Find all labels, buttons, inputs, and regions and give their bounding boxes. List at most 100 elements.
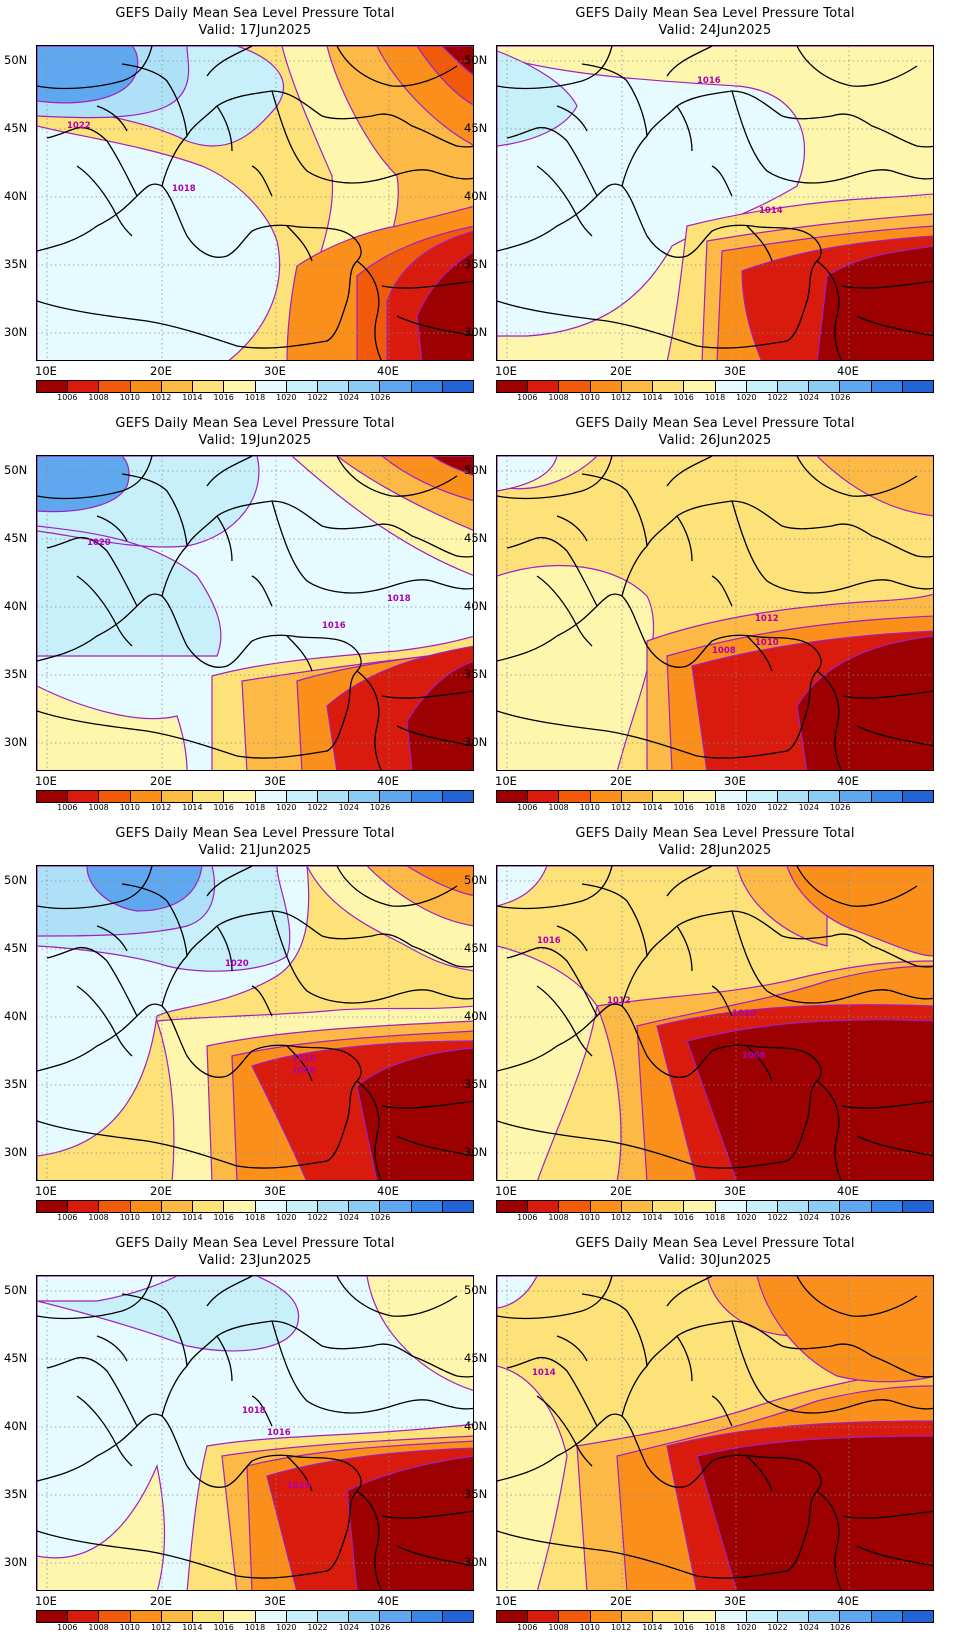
- colorbar-label: 1010: [579, 393, 601, 402]
- colorbar-swatch: [746, 1611, 778, 1622]
- colorbar-swatch: [37, 1201, 69, 1212]
- isobar-label: 1012: [607, 996, 631, 1006]
- isobar-label: 1010: [755, 638, 779, 648]
- coastline: [37, 456, 153, 500]
- colorbar-label: 1020: [736, 1213, 757, 1222]
- valid-date: Valid: 30Jun2025: [658, 1253, 772, 1268]
- coastline: [76, 575, 133, 647]
- coastline: [497, 1490, 818, 1579]
- coastline: [206, 866, 253, 897]
- colorbar-label: 1010: [579, 803, 601, 812]
- colorbar-swatch: [317, 791, 350, 802]
- colorbar-swatch: [130, 381, 162, 392]
- pressure-band: [696, 1435, 933, 1590]
- map-canvas: [37, 46, 473, 360]
- coastline: [381, 690, 473, 699]
- coastline: [396, 725, 473, 747]
- coastline: [746, 635, 773, 672]
- latitude-label: 50N: [464, 1283, 488, 1297]
- colorbar-swatch: [621, 1201, 654, 1212]
- coastline: [381, 1100, 473, 1109]
- colorbar-swatch: [224, 1201, 256, 1212]
- coastline: [666, 456, 713, 487]
- colorbar-label: 1020: [276, 393, 297, 402]
- coastline: [96, 925, 128, 952]
- isobar-label: 1014: [759, 206, 783, 216]
- valid-date: Valid: 21Jun2025: [198, 843, 312, 858]
- colorbar-label: 1024: [798, 1213, 820, 1222]
- colorbar: [496, 790, 934, 803]
- colorbar-label: 1022: [767, 1213, 788, 1222]
- colorbar-label: 1024: [338, 1213, 360, 1222]
- latitude-label: 35N: [464, 1487, 488, 1501]
- coastline: [497, 866, 613, 910]
- pressure-band: [406, 456, 473, 770]
- colorbar-swatch: [621, 791, 654, 802]
- colorbar: [36, 380, 474, 393]
- colorbar-label: 1020: [736, 393, 757, 402]
- colorbar-label: 1026: [369, 1213, 391, 1222]
- coastline: [271, 90, 473, 148]
- colorbar-swatch: [224, 1611, 256, 1622]
- coastline: [666, 866, 713, 897]
- isobar-label: 1012: [755, 614, 779, 624]
- colorbar-label: 1016: [673, 803, 694, 812]
- isobar-label: 1018: [387, 594, 411, 604]
- colorbar-swatch: [286, 1201, 318, 1212]
- coastline: [121, 1293, 188, 1367]
- colorbar-swatch: [684, 1611, 716, 1622]
- colorbar-swatch: [37, 381, 69, 392]
- colorbar-swatch: [902, 381, 934, 392]
- colorbar-label: 1014: [642, 803, 663, 812]
- colorbar-label: 1026: [829, 803, 851, 812]
- coastline: [96, 515, 128, 542]
- colorbar-label: 1016: [673, 393, 694, 402]
- coastline: [37, 866, 153, 910]
- colorbar-swatch: [497, 791, 529, 802]
- forecast-panel: GEFS Daily Mean Sea Level Pressure Total…: [0, 0, 482, 410]
- colorbar-label: 1012: [610, 1213, 632, 1222]
- coastline: [731, 500, 933, 594]
- coastline: [621, 910, 733, 1007]
- coastline: [796, 456, 918, 497]
- isobar-label: 1020: [225, 959, 249, 969]
- colorbar-label: 1006: [517, 393, 538, 402]
- longitude-label: 20E: [610, 1184, 632, 1198]
- colorbar-swatch: [411, 1201, 443, 1212]
- colorbar-swatch: [99, 381, 131, 392]
- coastline: [161, 500, 273, 597]
- colorbar-swatch: [224, 381, 256, 392]
- colorbar-label: 1012: [150, 1213, 172, 1222]
- isobar-label: 1016: [267, 1428, 291, 1438]
- coastline: [711, 1395, 733, 1427]
- colorbar-swatch: [317, 1611, 350, 1622]
- isobar-label: 1016: [537, 936, 561, 946]
- coastline: [286, 635, 313, 672]
- latitude-label: 50N: [4, 1283, 28, 1297]
- longitude-label: 40E: [837, 1184, 859, 1198]
- colorbar-label: 1018: [704, 803, 726, 812]
- coastline: [856, 315, 933, 337]
- colorbar-label: 1026: [369, 1623, 391, 1632]
- panel-title: GEFS Daily Mean Sea Level Pressure Total: [575, 826, 855, 841]
- longitude-label: 40E: [837, 1594, 859, 1608]
- colorbar-label: 1016: [673, 1213, 694, 1222]
- coastline: [497, 1276, 613, 1320]
- colorbar-label: 1008: [548, 1213, 569, 1222]
- coastline: [396, 1135, 473, 1157]
- colorbar-label: 1018: [704, 1623, 726, 1632]
- longitude-label: 30E: [724, 1184, 746, 1198]
- colorbar-swatch: [255, 381, 287, 392]
- pressure-map: 1020 1018 1016: [36, 455, 474, 771]
- coastline: [216, 925, 233, 972]
- colorbar-swatch: [161, 1201, 194, 1212]
- coastline: [37, 1276, 153, 1320]
- colorbar-swatch: [902, 791, 934, 802]
- colorbar-swatch: [684, 381, 716, 392]
- colorbar-swatch: [777, 1611, 810, 1622]
- valid-date: Valid: 19Jun2025: [198, 433, 312, 448]
- latitude-label: 40N: [4, 1009, 28, 1023]
- coastline: [497, 1080, 818, 1169]
- colorbar-label: 1010: [119, 1623, 141, 1632]
- latitude-label: 45N: [4, 941, 28, 955]
